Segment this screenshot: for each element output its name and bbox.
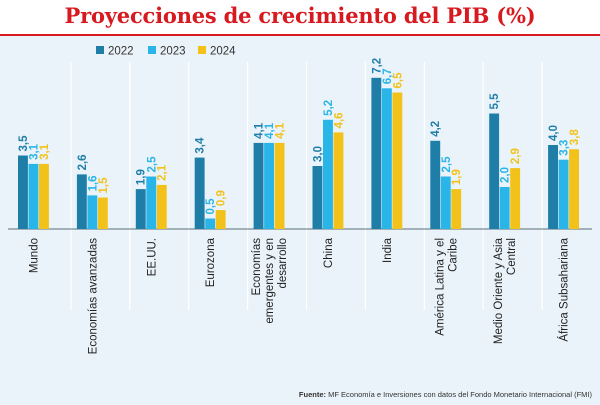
value-label-2024: 1,9 [451,169,463,185]
source-label: Fuente: [298,390,327,399]
value-label-2024: 2,9 [510,148,522,164]
bar-2024 [510,168,521,229]
value-label-2023: 2,0 [500,167,512,183]
bar-2024 [392,92,403,229]
bar-2023 [87,195,98,229]
value-label-2023: 2,5 [441,156,453,173]
category-label: América Latina y el [434,238,446,336]
source-note: Fuente: MF Economía e Inversiones con da… [299,390,592,399]
value-label-2022: 1,9 [136,169,148,185]
value-label-2023: 4,1 [264,122,276,139]
category-label: India [382,237,394,263]
value-label-2023: 3,3 [559,140,571,156]
category-label: EE.UU. [146,238,158,276]
bar-2022 [312,166,323,229]
bar-2023 [381,88,392,229]
category-label: Caribe [447,238,459,272]
value-label-2022: 4,1 [254,122,266,139]
value-label-2022: 2,6 [77,154,89,170]
category-label: Economías avanzadas [87,238,99,355]
bar-2023 [28,163,39,229]
category-label: China [323,237,335,268]
value-label-2022: 4,2 [430,121,442,137]
category-label: emergentes y en [264,238,276,324]
bar-2024 [215,210,226,229]
value-label-2024: 6,5 [392,72,404,89]
legend-swatch-2024 [198,46,206,54]
value-label-2023: 1,6 [87,175,99,191]
source-text: MF Economía e Inversiones con datos del … [328,390,592,399]
value-label-2023: 2,5 [146,156,158,173]
legend-label-2024: 2024 [210,46,236,58]
value-label-2022: 4,0 [548,125,560,141]
value-label-2023: 0,5 [205,198,217,215]
value-label-2022: 3,4 [195,137,207,154]
category-label: Medio Oriente y Asia [493,237,505,344]
value-label-2024: 2,1 [157,164,169,181]
value-label-2023: 5,2 [323,100,335,116]
bar-2023 [323,119,333,229]
bar-2024 [39,163,49,229]
bar-2023 [146,176,157,229]
category-label: Mundo [29,238,41,273]
bar-2022 [253,142,264,229]
bar-2024 [274,142,285,229]
legend-label-2023: 2023 [160,46,186,58]
bar-2022 [548,145,558,229]
title-bar: Proyecciones de crecimiento del PIB (%) [0,0,600,36]
bar-2024 [333,132,344,229]
bar-2022 [194,157,205,229]
bar-2024 [156,184,167,229]
bar-2022 [76,174,87,229]
bar-2023 [264,142,274,229]
bar-2023 [205,218,216,229]
value-label-2023: 6,7 [382,68,394,84]
category-label: Economías [251,238,263,296]
legend-label-2022: 2022 [108,46,134,58]
bar-2022 [135,189,146,229]
bar-2022 [18,155,28,229]
value-label-2022: 3,5 [18,135,30,152]
value-label-2024: 4,6 [333,112,345,128]
bar-2022 [430,140,441,229]
bar-2023 [499,187,510,229]
value-label-2022: 7,2 [371,58,383,74]
bar-2022 [371,77,382,229]
bar-2024 [97,197,108,229]
bar-2022 [489,113,500,229]
value-label-2024: 0,9 [216,190,228,206]
value-label-2024: 1,5 [98,177,110,194]
value-label-2022: 5,5 [489,93,501,110]
chart-title: Proyecciones de crecimiento del PIB (%) [64,3,536,28]
value-label-2024: 3,8 [569,129,581,146]
bar-2024 [569,149,579,229]
category-label: Eurozona [205,237,217,287]
value-label-2023: 3,1 [28,143,40,160]
bar-2024 [451,189,462,229]
category-label: desarrollo [277,238,289,289]
category-label: África Subsahariana [558,237,571,341]
bar-2023 [558,159,569,229]
bar-2023 [440,176,451,229]
legend-swatch-2022 [96,46,104,54]
category-label: Central [506,238,518,275]
value-label-2024: 3,1 [39,143,51,160]
value-label-2022: 3,0 [312,146,324,162]
value-label-2024: 4,1 [275,122,287,139]
legend-swatch-2023 [148,46,156,54]
